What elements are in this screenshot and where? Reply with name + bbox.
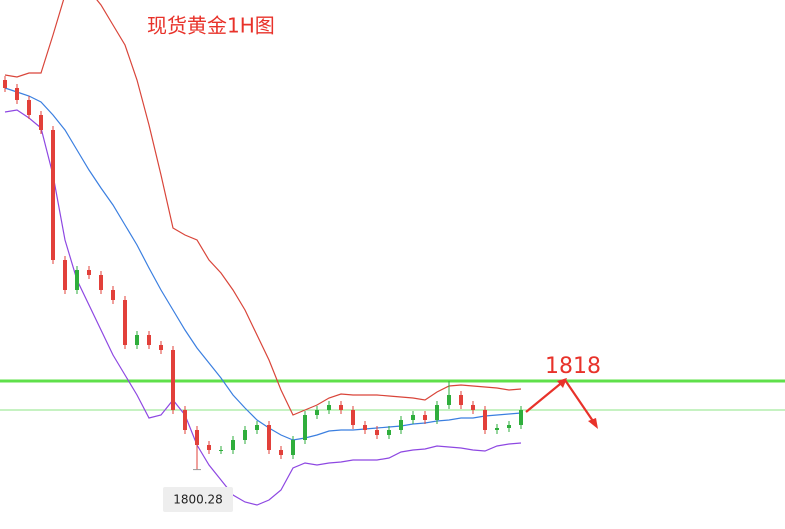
candle-body bbox=[99, 275, 103, 290]
arrow-head bbox=[557, 378, 567, 388]
candle-body bbox=[39, 115, 43, 130]
candle-body bbox=[315, 410, 319, 415]
candle-body bbox=[447, 395, 451, 405]
candle-body bbox=[147, 335, 151, 345]
candle-body bbox=[219, 450, 223, 451]
candle-body bbox=[243, 430, 247, 440]
candle-body bbox=[15, 88, 19, 100]
candle-body bbox=[195, 430, 199, 445]
arrow-head bbox=[588, 418, 598, 429]
candle-body bbox=[363, 425, 367, 430]
band-middle bbox=[4, 87, 522, 441]
chart-title: 现货黄金1H图 bbox=[147, 14, 275, 38]
candle-body bbox=[27, 100, 31, 115]
candle-body bbox=[183, 410, 187, 430]
candle-body bbox=[507, 425, 511, 428]
candle-body bbox=[375, 430, 379, 435]
candle-body bbox=[171, 350, 175, 410]
forecast-arrow bbox=[525, 378, 598, 429]
candle-body bbox=[435, 405, 439, 420]
candle-body bbox=[471, 405, 475, 410]
candle-body bbox=[159, 345, 163, 350]
candle-body bbox=[111, 290, 115, 300]
candle-body bbox=[339, 405, 343, 410]
candle-body bbox=[387, 430, 391, 435]
low-label-box bbox=[163, 487, 233, 512]
candle-body bbox=[327, 405, 331, 410]
candle-body bbox=[75, 270, 79, 290]
candle-body bbox=[123, 300, 127, 345]
low-label: 1800.28 bbox=[173, 493, 223, 507]
candle-body bbox=[519, 410, 523, 425]
candle-body bbox=[399, 420, 403, 430]
candle-body bbox=[291, 440, 295, 455]
candle-body bbox=[51, 130, 55, 260]
candle-body bbox=[351, 410, 355, 425]
candle-body bbox=[495, 428, 499, 430]
candle-body bbox=[303, 415, 307, 440]
band-lower bbox=[4, 109, 522, 506]
candle-body bbox=[3, 80, 7, 88]
candle-body bbox=[423, 415, 427, 420]
candle-body bbox=[411, 415, 415, 420]
target-label: 1818 bbox=[545, 354, 601, 379]
candle-body bbox=[483, 410, 487, 430]
candle-body bbox=[255, 425, 259, 430]
candle-body bbox=[207, 445, 211, 450]
band-upper bbox=[4, 0, 522, 416]
plot-layer bbox=[0, 0, 785, 506]
candle-body bbox=[279, 450, 283, 455]
candle-body bbox=[459, 395, 463, 405]
arrow-path bbox=[525, 378, 596, 425]
candle-body bbox=[63, 260, 67, 290]
candle-body bbox=[87, 270, 91, 275]
candle-body bbox=[135, 335, 139, 345]
candle-body bbox=[267, 425, 271, 450]
candle-body bbox=[231, 440, 235, 450]
